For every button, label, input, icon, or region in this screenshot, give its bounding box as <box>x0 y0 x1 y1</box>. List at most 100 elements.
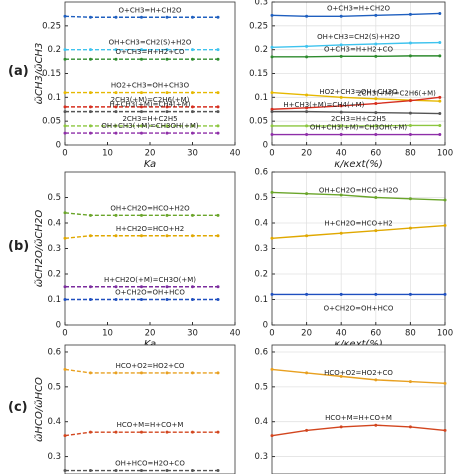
data-point <box>114 285 118 289</box>
data-point <box>114 110 118 114</box>
data-point <box>63 14 67 18</box>
data-point <box>191 213 194 217</box>
x-tick-label: 40 <box>230 329 241 339</box>
data-point <box>339 54 343 58</box>
y-axis-label: ω̃CH3/ω̃CH3 <box>33 43 45 105</box>
data-point <box>140 298 143 301</box>
data-point <box>63 48 67 52</box>
data-point <box>270 292 274 296</box>
x-tick-label: 10 <box>102 329 113 339</box>
y-tick-label: 0.15 <box>249 69 268 79</box>
data-point <box>216 213 220 217</box>
data-point <box>114 48 118 52</box>
data-point <box>408 197 412 201</box>
data-point <box>443 292 447 296</box>
data-point <box>270 133 274 137</box>
data-point <box>140 213 143 217</box>
series-label: O+CH2O=OH+HCO <box>324 304 394 312</box>
series-label: HO2+CH3=OH+CH3O <box>319 88 398 96</box>
data-point <box>89 48 92 52</box>
data-point <box>216 105 220 109</box>
data-point <box>63 57 67 61</box>
data-point <box>438 95 442 99</box>
y-tick-label: 0.5 <box>47 193 61 203</box>
x-axis-label: κ/κext(%) <box>334 339 382 350</box>
data-point <box>408 133 412 137</box>
x-tick-label: 20 <box>301 149 312 159</box>
data-point <box>443 428 447 432</box>
data-point <box>270 367 274 371</box>
data-point <box>165 213 169 217</box>
data-point <box>191 105 194 109</box>
series-line <box>271 96 440 110</box>
data-point <box>374 229 378 233</box>
data-point <box>140 57 143 61</box>
series-line <box>271 41 440 48</box>
x-tick-label: 0 <box>62 149 67 159</box>
data-point <box>339 43 343 47</box>
x-tick-label: 100 <box>437 329 453 339</box>
x-tick-label: 30 <box>187 329 198 339</box>
data-point <box>89 234 92 238</box>
data-point <box>339 95 343 99</box>
data-point <box>339 104 343 108</box>
data-point <box>305 292 309 296</box>
data-point <box>270 236 274 240</box>
series-label: HCO+O2=HO2+CO <box>116 362 185 370</box>
data-point <box>408 425 412 429</box>
data-point <box>191 234 194 238</box>
data-point <box>140 371 143 375</box>
data-point <box>270 13 274 17</box>
series-line <box>271 424 446 437</box>
data-point <box>443 224 447 228</box>
data-point <box>140 469 143 473</box>
data-point <box>114 15 118 19</box>
series-line <box>271 368 446 385</box>
data-point <box>339 374 343 378</box>
data-point <box>374 13 378 17</box>
y-tick-label: 0 <box>56 141 61 151</box>
y-tick-label: 0.3 <box>254 452 268 462</box>
data-point <box>216 48 220 52</box>
y-tick-label: 0.1 <box>47 93 61 103</box>
y-axis-label: ω̃HCO/ω̃HCO <box>33 377 45 442</box>
data-point <box>114 124 118 128</box>
data-point <box>374 423 378 427</box>
series-label: OH+CH3(+M)=CH3OH(+M) <box>310 124 407 132</box>
data-point <box>270 110 274 114</box>
data-point <box>374 124 378 128</box>
data-point <box>140 91 143 95</box>
y-tick-label: 0.2 <box>254 270 268 280</box>
data-point <box>270 434 274 438</box>
series-label: OH+CH2O=HCO+H2O <box>319 187 399 195</box>
data-point <box>63 131 67 135</box>
series-label: 2CH3(+M)=C2H6(+M) <box>357 90 436 98</box>
x-tick-label: 100 <box>437 149 453 159</box>
data-point <box>216 131 220 135</box>
data-point <box>63 105 67 109</box>
y-tick-label: 0 <box>263 321 268 331</box>
y-tick-label: 0.2 <box>254 45 268 55</box>
data-point <box>114 469 118 473</box>
axes-frame <box>64 344 236 474</box>
x-tick-label: 0 <box>269 329 274 339</box>
data-point <box>165 298 169 301</box>
data-point <box>140 131 143 135</box>
data-point <box>114 234 118 238</box>
data-point <box>339 425 343 429</box>
data-point <box>408 111 412 115</box>
data-point <box>114 371 118 375</box>
data-point <box>374 292 378 296</box>
data-point <box>305 428 309 432</box>
series-label: H+CH2O(+M)=CH3O(+M) <box>104 276 196 284</box>
x-tick-label: 80 <box>405 329 416 339</box>
data-point <box>63 110 67 114</box>
data-point <box>374 102 378 106</box>
y-tick-label: 0.1 <box>254 295 268 305</box>
series-line <box>271 224 446 239</box>
data-point <box>140 110 143 114</box>
data-point <box>191 469 194 473</box>
y-tick-label: 0.25 <box>42 21 61 31</box>
data-point <box>270 91 274 95</box>
data-point <box>339 14 343 18</box>
